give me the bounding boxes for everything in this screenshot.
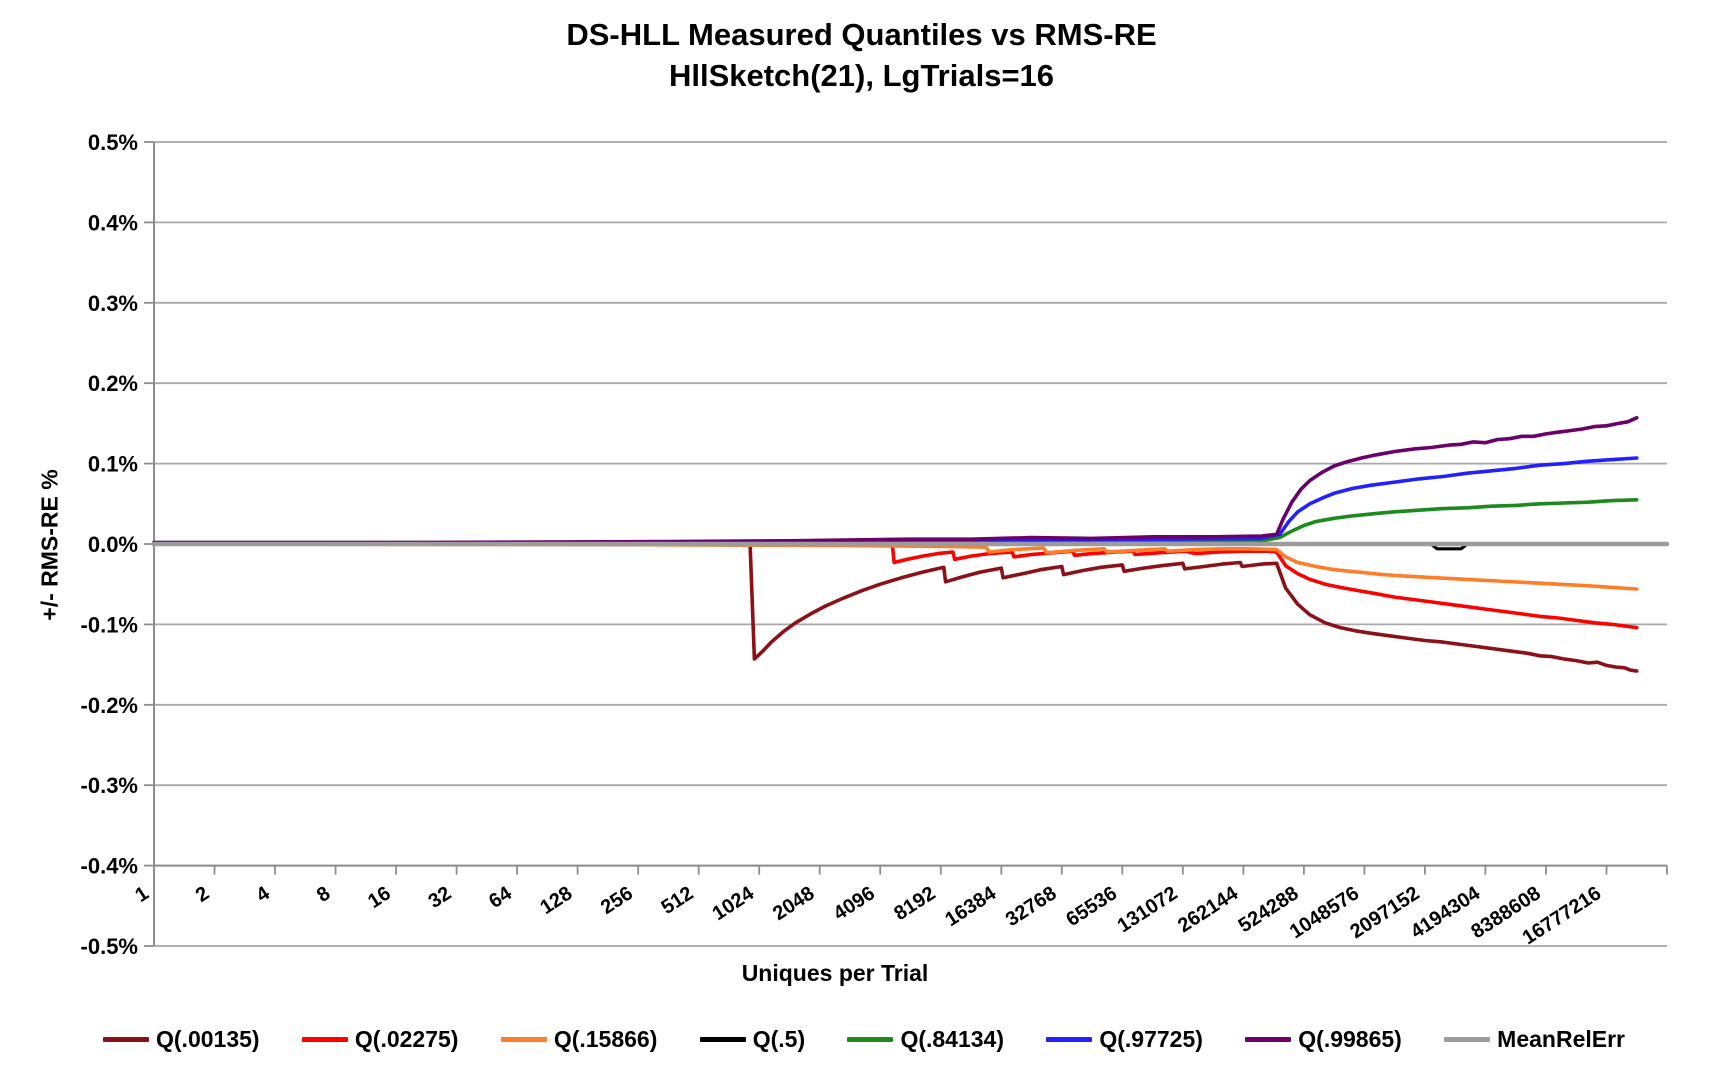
- x-tick-label: 4: [252, 882, 274, 907]
- legend-label-meanrelerr: MeanRelErr: [1497, 1026, 1625, 1052]
- legend-swatch-q00135: [103, 1037, 149, 1042]
- y-tick-label: 0.1%: [88, 452, 138, 477]
- y-tick-label: 0.5%: [88, 130, 138, 155]
- legend-swatch-q99865: [1245, 1037, 1292, 1042]
- x-tick-label: 131072: [1114, 882, 1182, 937]
- y-tick-label: -0.2%: [81, 693, 138, 718]
- legend-label-q15866: Q(.15866): [553, 1026, 658, 1052]
- y-tick-label: 0.4%: [88, 210, 138, 235]
- y-axis-title: +/- RMS-RE %: [36, 469, 63, 621]
- x-tick-label: 4096: [830, 882, 879, 925]
- x-tick-label: 32768: [1002, 882, 1061, 931]
- legend-label-q97725: Q(.97725): [1099, 1026, 1203, 1052]
- legend-label-q00135: Q(.00135): [156, 1026, 260, 1052]
- x-tick-label: 128: [536, 882, 576, 919]
- series-line-q15866: [152, 542, 1639, 591]
- x-tick-label: 512: [657, 882, 697, 919]
- legend-swatch-q15866: [500, 1037, 547, 1042]
- legend-label-q02275: Q(.02275): [354, 1026, 459, 1052]
- legend-label-q84134: Q(.84134): [900, 1026, 1005, 1052]
- legend: Q(.00135) Q(.02275) Q(.15866) Q(.5) Q(.84134…: [103, 1026, 1625, 1053]
- x-tick-label: 256: [597, 882, 637, 919]
- y-tick-label: -0.4%: [81, 854, 138, 879]
- legend-item-q84134: Q(.84134): [847, 1026, 1004, 1053]
- legend-item-q97725: Q(.97725): [1046, 1026, 1203, 1053]
- x-tick-label: 2: [192, 882, 213, 907]
- legend-swatch-q97725: [1046, 1037, 1093, 1042]
- y-tick-label: 0.3%: [88, 291, 138, 316]
- x-tick-label: 1: [131, 882, 152, 907]
- legend-swatch-q5: [699, 1037, 746, 1042]
- x-tick-label: 32: [425, 882, 456, 913]
- x-tick-label: 2048: [769, 882, 818, 925]
- y-tick-label: -0.3%: [81, 773, 138, 798]
- series-line-q00135: [152, 542, 1639, 673]
- x-tick-label: 1024: [709, 882, 759, 925]
- y-tick-label: -0.1%: [81, 612, 138, 637]
- legend-item-meanrelerr: MeanRelErr: [1444, 1026, 1625, 1053]
- series-line-q84134: [152, 498, 1639, 545]
- legend-item-q15866: Q(.15866): [500, 1026, 658, 1053]
- chart-title: DS-HLL Measured Quantiles vs RMS-RE: [566, 17, 1157, 52]
- x-tick-label: 262144: [1174, 882, 1243, 937]
- title-block: DS-HLL Measured Quantiles vs RMS-RE HllS…: [0, 14, 1723, 96]
- legend-label-q5: Q(.5): [752, 1026, 806, 1052]
- legend-item-q5: Q(.5): [699, 1026, 806, 1053]
- x-axis-title: Uniques per Trial: [741, 960, 929, 986]
- x-tick-label: 8192: [890, 882, 939, 925]
- y-tick-label: -0.5%: [81, 934, 138, 959]
- legend-swatch-meanrelerr: [1444, 1037, 1491, 1042]
- legend-item-q02275: Q(.02275): [301, 1026, 459, 1053]
- x-tick-label: 64: [485, 882, 516, 913]
- chart-subtitle: HllSketch(21), LgTrials=16: [668, 58, 1055, 93]
- legend-item-q00135: Q(.00135): [103, 1026, 260, 1053]
- legend-swatch-q02275: [301, 1037, 348, 1042]
- legend-item-q99865: Q(.99865): [1245, 1026, 1402, 1053]
- x-tick-label: 65536: [1062, 882, 1121, 931]
- y-tick-label: 0.2%: [88, 371, 138, 396]
- y-tick-label: 0.0%: [88, 532, 138, 557]
- series-line-q02275: [152, 542, 1639, 630]
- x-tick-label: 16384: [941, 882, 1000, 931]
- series-line-q99865: [152, 416, 1639, 545]
- x-tick-label: 8: [313, 882, 334, 907]
- series-line-q97725: [152, 456, 1639, 545]
- legend-swatch-q84134: [847, 1037, 894, 1042]
- x-tick-label: 16: [364, 882, 395, 913]
- legend-label-q99865: Q(.99865): [1298, 1026, 1402, 1052]
